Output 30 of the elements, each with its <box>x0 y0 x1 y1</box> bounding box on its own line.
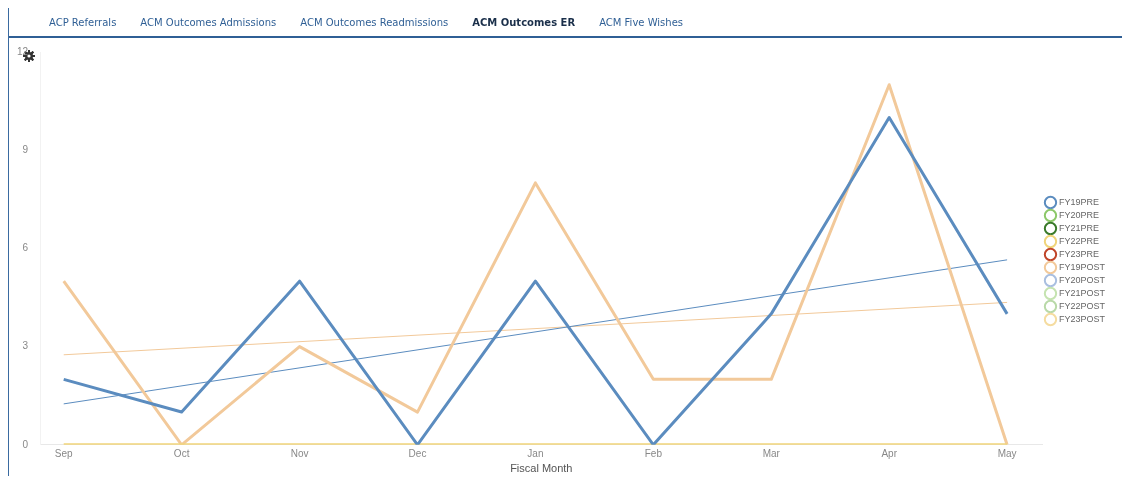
text: ACM Outcomes ER <box>472 16 576 28</box>
text: ACM Outcomes Readmissions <box>300 16 449 28</box>
text: ACM Outcomes Admissions <box>140 16 277 28</box>
x-tick-label: Dec <box>408 447 427 459</box>
legend-label: FY23PRE <box>1058 248 1100 259</box>
text: ACM Five Wishes <box>599 16 683 28</box>
x-tick-label: May <box>997 447 1017 459</box>
y-tick-label: 9 <box>22 143 29 155</box>
y-tick-label: 12 <box>17 45 29 57</box>
x-tick-label: Sep <box>54 447 74 459</box>
y-tick-label: 6 <box>22 242 29 254</box>
x-tick-label: Feb <box>644 447 663 459</box>
legend-label: FY23POST <box>1058 313 1106 324</box>
legend-label: FY21POST <box>1058 287 1106 298</box>
legend-label: FY22PRE <box>1058 235 1100 246</box>
y-tick-label: 0 <box>22 438 29 450</box>
legend-label: FY20POST <box>1058 274 1106 285</box>
legend-label: FY19PRE <box>1058 196 1100 207</box>
legend-label: FY20PRE <box>1058 209 1100 220</box>
x-tick-label: Nov <box>290 447 309 459</box>
legend-label: FY21PRE <box>1058 222 1100 233</box>
x-tick-label: Oct <box>173 447 190 459</box>
legend-label: FY19POST <box>1058 261 1106 272</box>
x-tick-label: Jan <box>527 447 544 459</box>
x-axis-title: Fiscal Month <box>510 462 573 475</box>
legend-label: FY22POST <box>1058 300 1106 311</box>
x-tick-label: Apr <box>881 447 898 459</box>
text: ACP Referrals <box>49 16 117 28</box>
x-tick-label: Mar <box>762 447 781 459</box>
y-tick-label: 3 <box>22 340 29 352</box>
